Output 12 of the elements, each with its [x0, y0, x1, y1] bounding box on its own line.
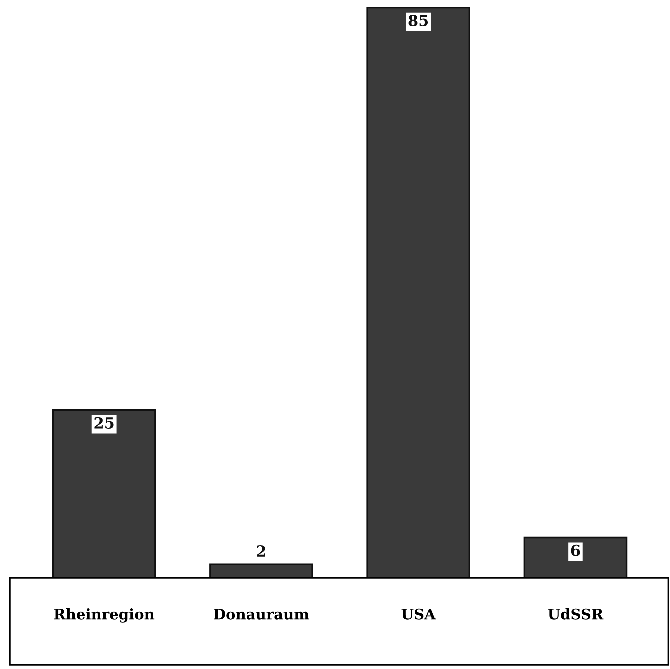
bar — [524, 536, 628, 578]
bar — [366, 7, 470, 578]
data-label: 85 — [408, 14, 428, 27]
x-tick-label: Donauraum — [214, 609, 310, 620]
x-tick-label: UdSSR — [548, 608, 604, 620]
x-tick-label: Rheinregion — [54, 608, 155, 623]
data-label: 25 — [94, 417, 114, 429]
data-label: 2 — [257, 546, 266, 557]
bar — [52, 409, 156, 578]
bar — [210, 564, 314, 578]
x-tick-label: USA — [402, 608, 436, 620]
data-label: 6 — [571, 544, 580, 556]
